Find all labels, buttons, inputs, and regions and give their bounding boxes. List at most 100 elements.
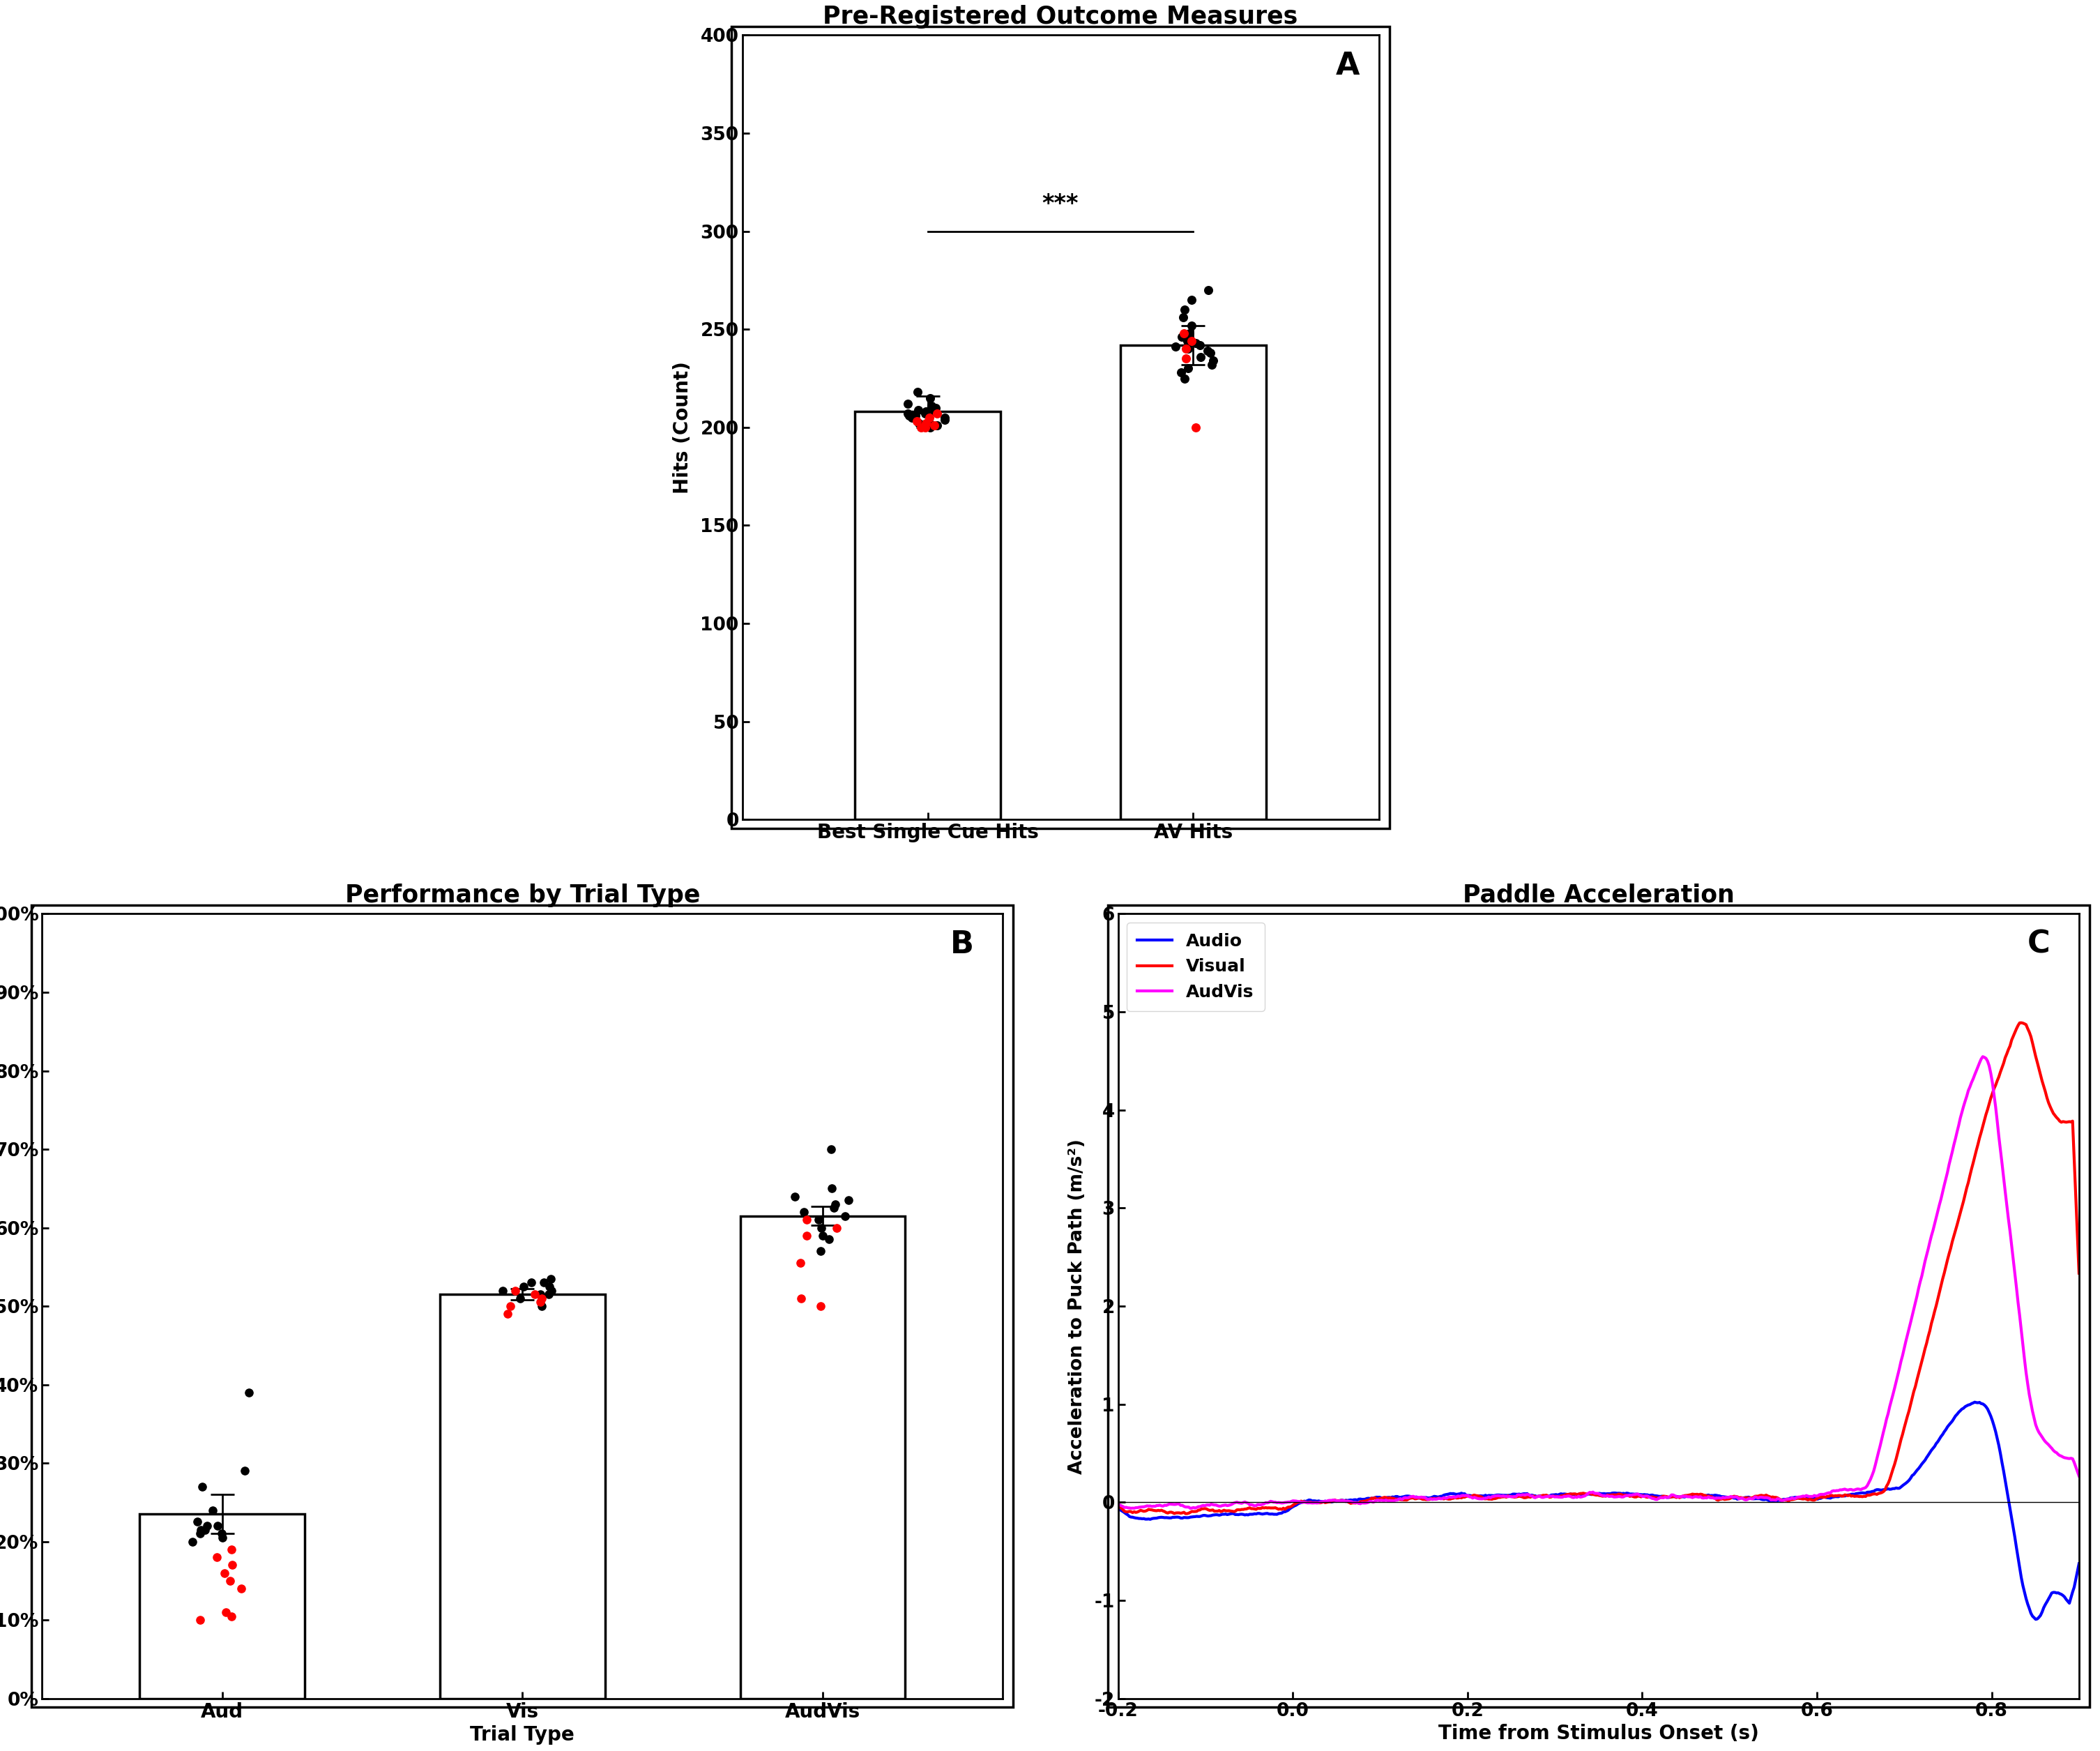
Point (788, 1198, 821, 1226)
Point (899, 401, 932, 429)
Point (1176, 312, 1210, 340)
Point (527, 1268, 561, 1296)
Point (525, 1292, 559, 1320)
Point (1184, 343, 1218, 371)
Point (229, 1457, 262, 1485)
Point (918, 411, 951, 440)
Point (804, 1292, 838, 1320)
Point (827, 1201, 861, 1229)
Point (1182, 331, 1216, 359)
Point (918, 394, 951, 422)
Point (200, 1543, 233, 1571)
Point (195, 1495, 229, 1523)
X-axis label: Trial Type: Trial Type (470, 1725, 575, 1744)
Visual (1277, 1497, 1302, 1518)
Audio (1105, 1499, 1130, 1520)
Point (1170, 334, 1203, 362)
Point (911, 408, 945, 436)
Point (804, 1213, 838, 1241)
Point (181, 1508, 214, 1536)
Point (1159, 333, 1193, 361)
AudVis (2066, 1466, 2092, 1487)
Point (533, 1264, 567, 1292)
Text: A: A (1336, 51, 1359, 81)
Audio (1747, 1488, 1772, 1509)
Point (1168, 364, 1201, 392)
Bar (139, 1515, 304, 1698)
Point (1178, 329, 1212, 357)
Point (909, 397, 943, 425)
Point (214, 1567, 248, 1595)
Point (890, 399, 924, 427)
Point (214, 1602, 248, 1630)
Audio (1672, 1487, 1697, 1508)
Audio (2066, 1553, 2092, 1574)
Point (1191, 277, 1224, 305)
Point (183, 1520, 216, 1548)
Visual (2066, 1262, 2092, 1283)
Point (832, 1185, 865, 1213)
Text: C: C (2026, 930, 2050, 960)
Point (491, 1299, 525, 1327)
Point (914, 413, 947, 441)
Point (895, 403, 928, 431)
Visual (2010, 1012, 2035, 1033)
Point (783, 1248, 817, 1276)
AudVis (1105, 1494, 1130, 1515)
Point (200, 1511, 233, 1539)
Text: ***: *** (1042, 193, 1079, 215)
AudVis (1970, 1045, 1995, 1066)
Audio (1539, 1485, 1565, 1506)
Point (1168, 296, 1201, 324)
Point (189, 1516, 223, 1544)
Point (494, 1292, 527, 1320)
Visual (1749, 1485, 1775, 1506)
Point (819, 1191, 853, 1219)
Y-axis label: Hits (Count): Hits (Count) (672, 361, 693, 494)
Bar (439, 1294, 605, 1698)
Point (185, 1516, 218, 1544)
Point (914, 403, 947, 431)
X-axis label: Time from Stimulus Onset (s): Time from Stimulus Onset (s) (1439, 1725, 1760, 1744)
Point (1168, 319, 1201, 347)
Point (909, 399, 943, 427)
Visual (1541, 1487, 1567, 1508)
Point (1195, 350, 1228, 378)
Audio (1829, 1485, 1854, 1506)
Point (928, 406, 962, 434)
Point (890, 390, 924, 418)
Legend: Audio, Visual, AudVis: Audio, Visual, AudVis (1128, 923, 1264, 1010)
Point (1174, 327, 1208, 355)
Point (1172, 319, 1205, 347)
Point (817, 1194, 851, 1222)
Point (214, 1551, 248, 1579)
Title: Performance by Trial Type: Performance by Trial Type (344, 883, 699, 907)
Point (819, 1213, 853, 1241)
Point (506, 1273, 540, 1301)
Point (1170, 345, 1203, 373)
Audio (1961, 1392, 1987, 1413)
Audio (2022, 1609, 2048, 1630)
Point (531, 1280, 565, 1308)
Point (785, 1283, 819, 1311)
Point (901, 408, 934, 436)
Point (191, 1511, 225, 1539)
Point (1172, 334, 1205, 362)
AudVis (1831, 1480, 1856, 1501)
Point (790, 1206, 823, 1234)
Bar (739, 1215, 905, 1698)
Point (206, 1523, 239, 1551)
Line: Visual: Visual (1117, 1023, 2079, 1513)
Point (1193, 338, 1226, 366)
Point (802, 1206, 836, 1234)
Point (536, 1276, 569, 1304)
Point (916, 392, 949, 420)
Text: B: B (951, 930, 974, 960)
Point (498, 1276, 531, 1304)
Point (525, 1283, 559, 1311)
Visual (1354, 1490, 1380, 1511)
Point (1174, 285, 1208, 313)
Point (504, 1283, 538, 1311)
Point (523, 1280, 556, 1308)
Line: AudVis: AudVis (1117, 1056, 2079, 1508)
